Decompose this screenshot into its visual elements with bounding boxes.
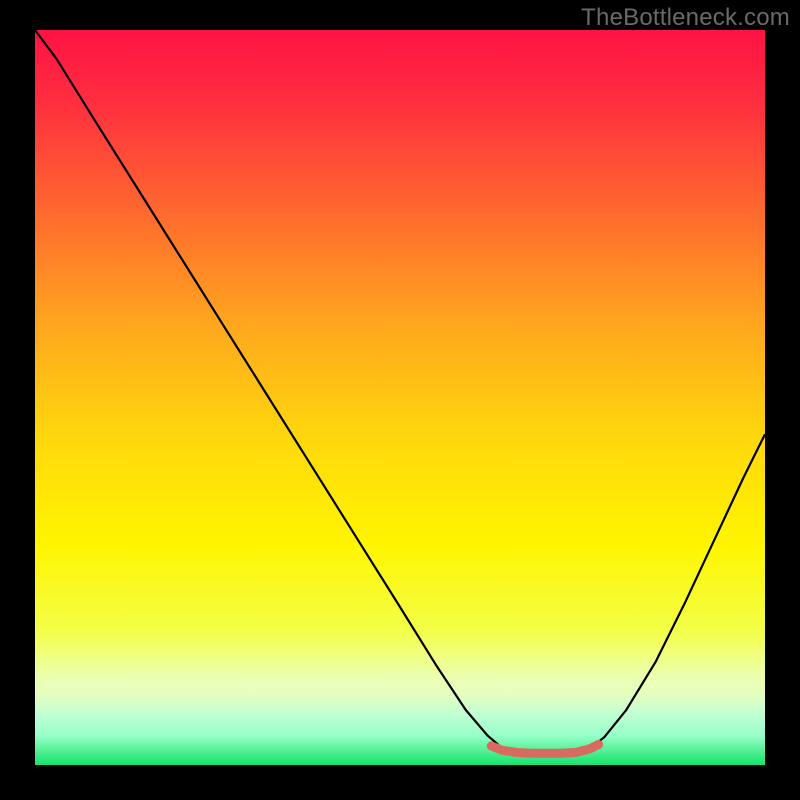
watermark-text: TheBottleneck.com: [581, 4, 790, 32]
plot-area: [35, 30, 765, 765]
curve-layer: [35, 30, 765, 765]
chart-frame: TheBottleneck.com: [0, 0, 800, 800]
optimal-range-marker: [491, 744, 598, 753]
bottleneck-curve: [35, 30, 765, 753]
